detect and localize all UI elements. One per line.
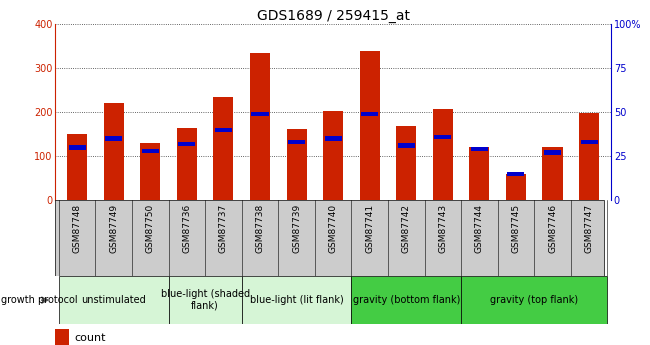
Title: GDS1689 / 259415_at: GDS1689 / 259415_at <box>257 9 410 23</box>
Text: GSM87749: GSM87749 <box>109 204 118 253</box>
Text: GSM87744: GSM87744 <box>475 204 484 253</box>
Bar <box>142 149 159 153</box>
Text: GSM87743: GSM87743 <box>438 204 447 253</box>
Bar <box>434 135 451 139</box>
Text: unstimulated: unstimulated <box>81 295 146 305</box>
Bar <box>543 147 562 200</box>
Bar <box>398 144 415 148</box>
Bar <box>178 141 196 146</box>
Text: gravity (top flank): gravity (top flank) <box>490 295 578 305</box>
Text: GSM87747: GSM87747 <box>584 204 593 253</box>
Text: GSM87745: GSM87745 <box>512 204 521 253</box>
Bar <box>250 53 270 200</box>
Bar <box>104 104 124 200</box>
Bar <box>471 147 488 151</box>
Bar <box>324 136 342 141</box>
Text: GSM87738: GSM87738 <box>255 204 265 253</box>
Text: GSM87737: GSM87737 <box>219 204 228 253</box>
Text: gravity (bottom flank): gravity (bottom flank) <box>352 295 460 305</box>
Text: GSM87740: GSM87740 <box>329 204 337 253</box>
Bar <box>461 276 607 324</box>
Bar <box>242 276 352 324</box>
Bar <box>105 136 122 141</box>
Bar <box>55 329 69 345</box>
Text: GSM87739: GSM87739 <box>292 204 301 253</box>
Text: blue-light (shaded
flank): blue-light (shaded flank) <box>161 289 250 311</box>
Text: growth protocol: growth protocol <box>1 295 77 305</box>
Bar <box>215 128 232 132</box>
Bar <box>544 150 561 155</box>
Bar <box>177 128 197 200</box>
Text: GSM87748: GSM87748 <box>73 204 82 253</box>
Bar <box>59 276 168 324</box>
Text: GSM87741: GSM87741 <box>365 204 374 253</box>
Bar <box>506 174 526 200</box>
Bar <box>396 126 416 200</box>
Bar <box>287 129 307 200</box>
Bar <box>469 147 489 200</box>
Bar <box>67 134 87 200</box>
Text: blue-light (lit flank): blue-light (lit flank) <box>250 295 343 305</box>
Bar <box>361 112 378 116</box>
Bar <box>579 113 599 200</box>
Bar <box>580 140 597 144</box>
Text: GSM87746: GSM87746 <box>548 204 557 253</box>
Bar <box>69 145 86 149</box>
Bar <box>168 276 242 324</box>
Text: GSM87742: GSM87742 <box>402 204 411 253</box>
Bar <box>352 276 461 324</box>
Bar <box>288 140 305 144</box>
Bar <box>433 109 453 200</box>
Text: GSM87736: GSM87736 <box>183 204 191 253</box>
Bar <box>323 111 343 200</box>
Text: GSM87750: GSM87750 <box>146 204 155 253</box>
Bar <box>213 97 233 200</box>
Text: count: count <box>75 333 106 343</box>
Bar <box>359 51 380 200</box>
Bar <box>508 171 525 176</box>
Bar <box>140 143 161 200</box>
Bar <box>252 112 268 116</box>
